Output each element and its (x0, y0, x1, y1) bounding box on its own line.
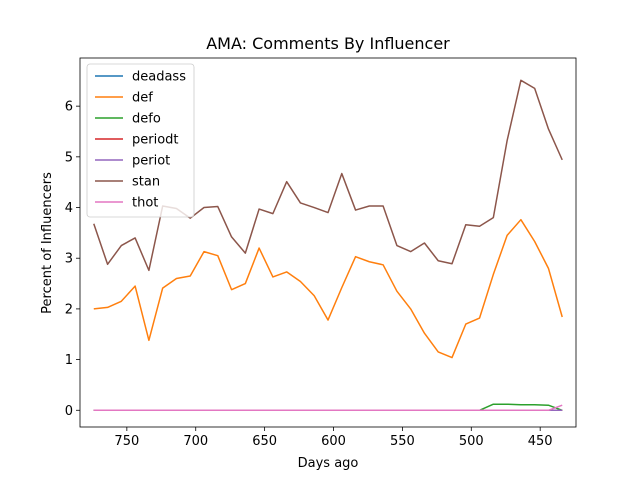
x-tick-label: 600 (321, 434, 346, 449)
y-tick-label: 1 (65, 353, 73, 368)
plot-frame (79, 57, 577, 428)
y-axis-label: Percent of Influencers (40, 172, 55, 314)
series-lines (93, 79, 563, 412)
x-axis: 750 700 650 600 550 500 450 (114, 427, 553, 449)
x-tick-label: 700 (183, 434, 208, 449)
series-line-thot (93, 404, 563, 412)
x-tick-label: 650 (252, 434, 277, 449)
x-axis-label: Days ago (298, 456, 359, 471)
legend-label-deadass: deadass (132, 70, 186, 85)
x-tick-label: 550 (390, 434, 415, 449)
y-tick-label: 2 (65, 302, 73, 317)
legend-label-stan: stan (132, 175, 160, 190)
series-line-def (93, 218, 563, 359)
chart-title: AMA: Comments By Influencer (206, 34, 450, 53)
legend-label-def: def (132, 91, 153, 106)
legend-label-periodt: periodt (132, 133, 179, 148)
y-tick-label: 0 (65, 404, 73, 419)
x-tick-label: 500 (459, 434, 484, 449)
legend-label-thot: thot (132, 196, 158, 211)
plot-area-border (79, 57, 577, 428)
x-tick-label: 450 (528, 434, 553, 449)
legend: deadass def defo periodt periot stan thot (86, 63, 195, 218)
legend-label-defo: defo (132, 112, 161, 127)
y-axis: 0 1 2 3 4 5 6 (65, 100, 80, 419)
x-tick-label: 750 (114, 434, 139, 449)
legend-box (86, 63, 195, 218)
y-tick-label: 5 (65, 150, 73, 165)
y-tick-label: 4 (65, 201, 73, 216)
legend-label-periot: periot (132, 154, 170, 169)
y-tick-label: 3 (65, 252, 73, 267)
y-tick-label: 6 (65, 100, 73, 115)
